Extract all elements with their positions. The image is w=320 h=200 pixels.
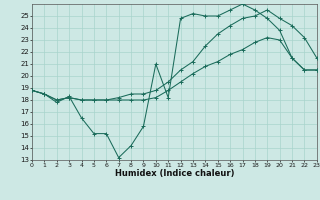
X-axis label: Humidex (Indice chaleur): Humidex (Indice chaleur) [115,169,234,178]
